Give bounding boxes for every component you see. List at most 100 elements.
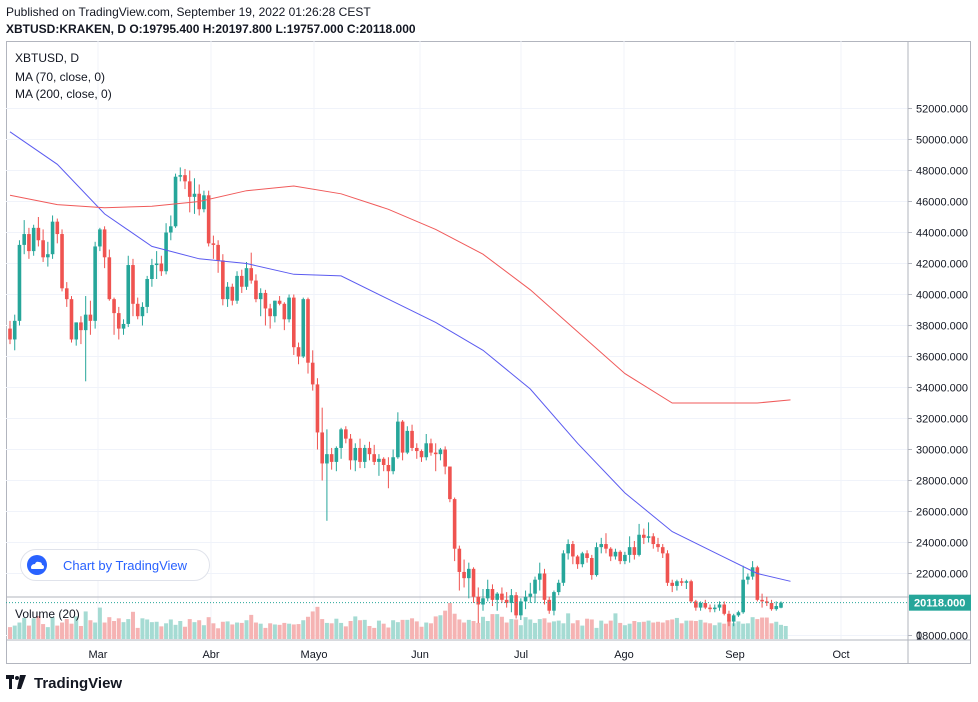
candle-body: [736, 612, 741, 616]
candle-body: [448, 466, 452, 500]
legend-volume[interactable]: Volume (20): [15, 607, 80, 621]
candle-body: [98, 229, 102, 247]
candle-body: [528, 593, 533, 597]
candle-body: [225, 286, 230, 300]
y-tick-label: 52000.000: [916, 104, 968, 116]
candle-body: [396, 421, 400, 458]
volume-bar: [50, 617, 55, 639]
volume-bar: [523, 617, 528, 639]
candle-body: [83, 314, 88, 331]
volume-bar: [339, 622, 344, 639]
volume-bar: [296, 624, 301, 639]
volume-bar: [112, 621, 117, 639]
candle-body: [637, 534, 641, 555]
candle-body: [514, 595, 518, 616]
volume-bar: [36, 616, 41, 639]
candle-body: [216, 244, 220, 261]
volume-axis-label: 0: [916, 630, 922, 642]
candle-body: [627, 547, 632, 555]
candle-body: [410, 430, 414, 448]
candle-body: [698, 602, 703, 608]
volume-bar: [419, 626, 424, 639]
candle-body: [8, 328, 12, 340]
volume-bar: [324, 622, 329, 639]
candle-body: [670, 582, 674, 586]
volume-bar: [291, 624, 296, 639]
candle-body: [438, 449, 443, 455]
candle-body: [504, 599, 509, 603]
x-tick-label: Mar: [89, 649, 108, 661]
x-tick-label: Jun: [411, 649, 429, 661]
volume-bar: [263, 627, 268, 639]
candle-body: [88, 314, 93, 321]
chart-by-tradingview-badge[interactable]: Chart by TradingView: [20, 549, 210, 581]
candle-body: [651, 536, 656, 545]
ohlc-line: XBTUSD:KRAKEN, D O:19795.400 H:20197.800…: [6, 22, 416, 36]
volume-bar: [45, 627, 50, 639]
volume-bar: [490, 614, 495, 639]
volume-bar: [651, 622, 656, 639]
volume-bar: [656, 621, 661, 639]
candle-body: [429, 443, 433, 453]
candle-body: [561, 553, 566, 583]
candle-body: [774, 606, 779, 610]
volume-bar: [320, 619, 325, 639]
y-tick-label: 38000.000: [916, 321, 968, 333]
candle-body: [717, 604, 722, 608]
volume-bar: [438, 615, 443, 639]
candle-body: [414, 447, 419, 452]
volume-bar: [741, 623, 746, 639]
volume-bar: [230, 624, 235, 639]
candle-body: [424, 443, 429, 458]
volume-bar: [282, 622, 287, 639]
candle-body: [608, 548, 613, 557]
candle-body: [315, 384, 320, 433]
price-chart[interactable]: 52000.000 50000.000 48000.000 46000.000 4400…: [6, 41, 971, 664]
legend-ma70[interactable]: MA (70, close, 0): [15, 70, 106, 84]
volume-bar: [717, 622, 722, 639]
candle-body: [694, 601, 698, 608]
volume-bar: [376, 620, 381, 639]
volume-bar: [235, 622, 240, 639]
candle-body: [580, 553, 585, 565]
x-tick-label: Sep: [725, 649, 745, 661]
volume-bar: [755, 619, 760, 639]
volume-bar: [471, 621, 476, 639]
candle-body: [36, 227, 41, 241]
candle-body: [362, 447, 367, 462]
candle-body: [263, 292, 268, 309]
volume-bar: [684, 620, 689, 639]
candle-body: [60, 234, 64, 289]
volume-bar: [102, 622, 107, 639]
candle-body: [632, 547, 637, 555]
volume-bar: [750, 617, 755, 639]
candle-body: [329, 454, 334, 462]
footer-brand[interactable]: TradingView: [6, 675, 122, 693]
legend-symbol[interactable]: XBTUSD, D: [15, 51, 80, 65]
volume-bar: [287, 623, 292, 639]
volume-bar: [367, 625, 372, 639]
volume-bar: [310, 611, 315, 639]
candle-body: [495, 593, 499, 600]
volume-bar: [485, 621, 490, 639]
candle-body: [74, 322, 79, 340]
volume-bar: [135, 627, 140, 639]
volume-bar: [249, 614, 254, 639]
volume-bar: [698, 619, 703, 639]
volume-bar: [443, 610, 448, 639]
volume-bar: [726, 620, 731, 639]
candle-body: [656, 544, 660, 548]
volume-bar: [674, 617, 679, 639]
candle-body: [509, 595, 514, 603]
candle-body: [419, 451, 424, 458]
legend-ma200[interactable]: MA (200, close, 0): [15, 87, 112, 101]
candle-body: [254, 280, 258, 300]
volume-bar: [121, 622, 126, 639]
volume-bar: [457, 619, 462, 639]
candle-body: [769, 602, 774, 610]
volume-bar: [173, 624, 178, 639]
volume-bar: [74, 616, 79, 639]
candle-body: [391, 457, 395, 472]
candle-body: [490, 589, 495, 600]
volume-bar: [400, 619, 405, 639]
